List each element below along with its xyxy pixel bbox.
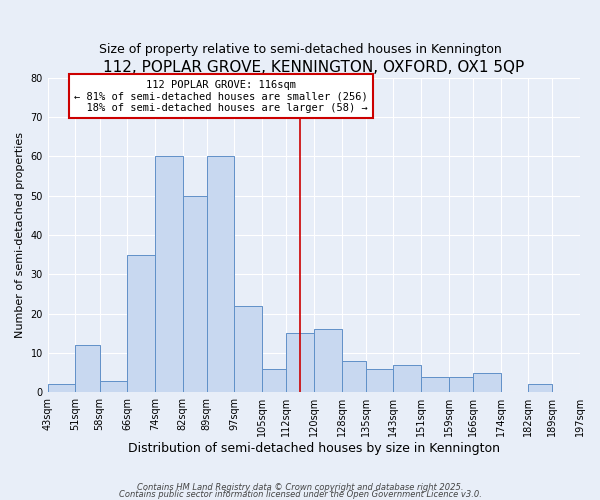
- Bar: [100, 380, 127, 392]
- Bar: [394, 365, 421, 392]
- Text: Contains HM Land Registry data © Crown copyright and database right 2025.: Contains HM Land Registry data © Crown c…: [137, 484, 463, 492]
- Bar: [366, 368, 394, 392]
- Bar: [48, 384, 76, 392]
- Bar: [235, 306, 262, 392]
- Bar: [421, 376, 449, 392]
- Title: 112, POPLAR GROVE, KENNINGTON, OXFORD, OX1 5QP: 112, POPLAR GROVE, KENNINGTON, OXFORD, O…: [103, 60, 524, 75]
- Bar: [286, 334, 314, 392]
- Text: Size of property relative to semi-detached houses in Kennington: Size of property relative to semi-detach…: [98, 42, 502, 56]
- Text: Contains public sector information licensed under the Open Government Licence v3: Contains public sector information licen…: [119, 490, 481, 499]
- Bar: [127, 254, 155, 392]
- Bar: [76, 345, 100, 393]
- Bar: [341, 361, 366, 392]
- Bar: [155, 156, 182, 392]
- Bar: [528, 384, 553, 392]
- Bar: [207, 156, 235, 392]
- Bar: [473, 372, 500, 392]
- Bar: [314, 330, 341, 392]
- Bar: [262, 368, 286, 392]
- X-axis label: Distribution of semi-detached houses by size in Kennington: Distribution of semi-detached houses by …: [128, 442, 500, 455]
- Bar: [182, 196, 207, 392]
- Y-axis label: Number of semi-detached properties: Number of semi-detached properties: [15, 132, 25, 338]
- Bar: [449, 376, 473, 392]
- Text: 112 POPLAR GROVE: 116sqm
← 81% of semi-detached houses are smaller (256)
  18% o: 112 POPLAR GROVE: 116sqm ← 81% of semi-d…: [74, 80, 367, 112]
